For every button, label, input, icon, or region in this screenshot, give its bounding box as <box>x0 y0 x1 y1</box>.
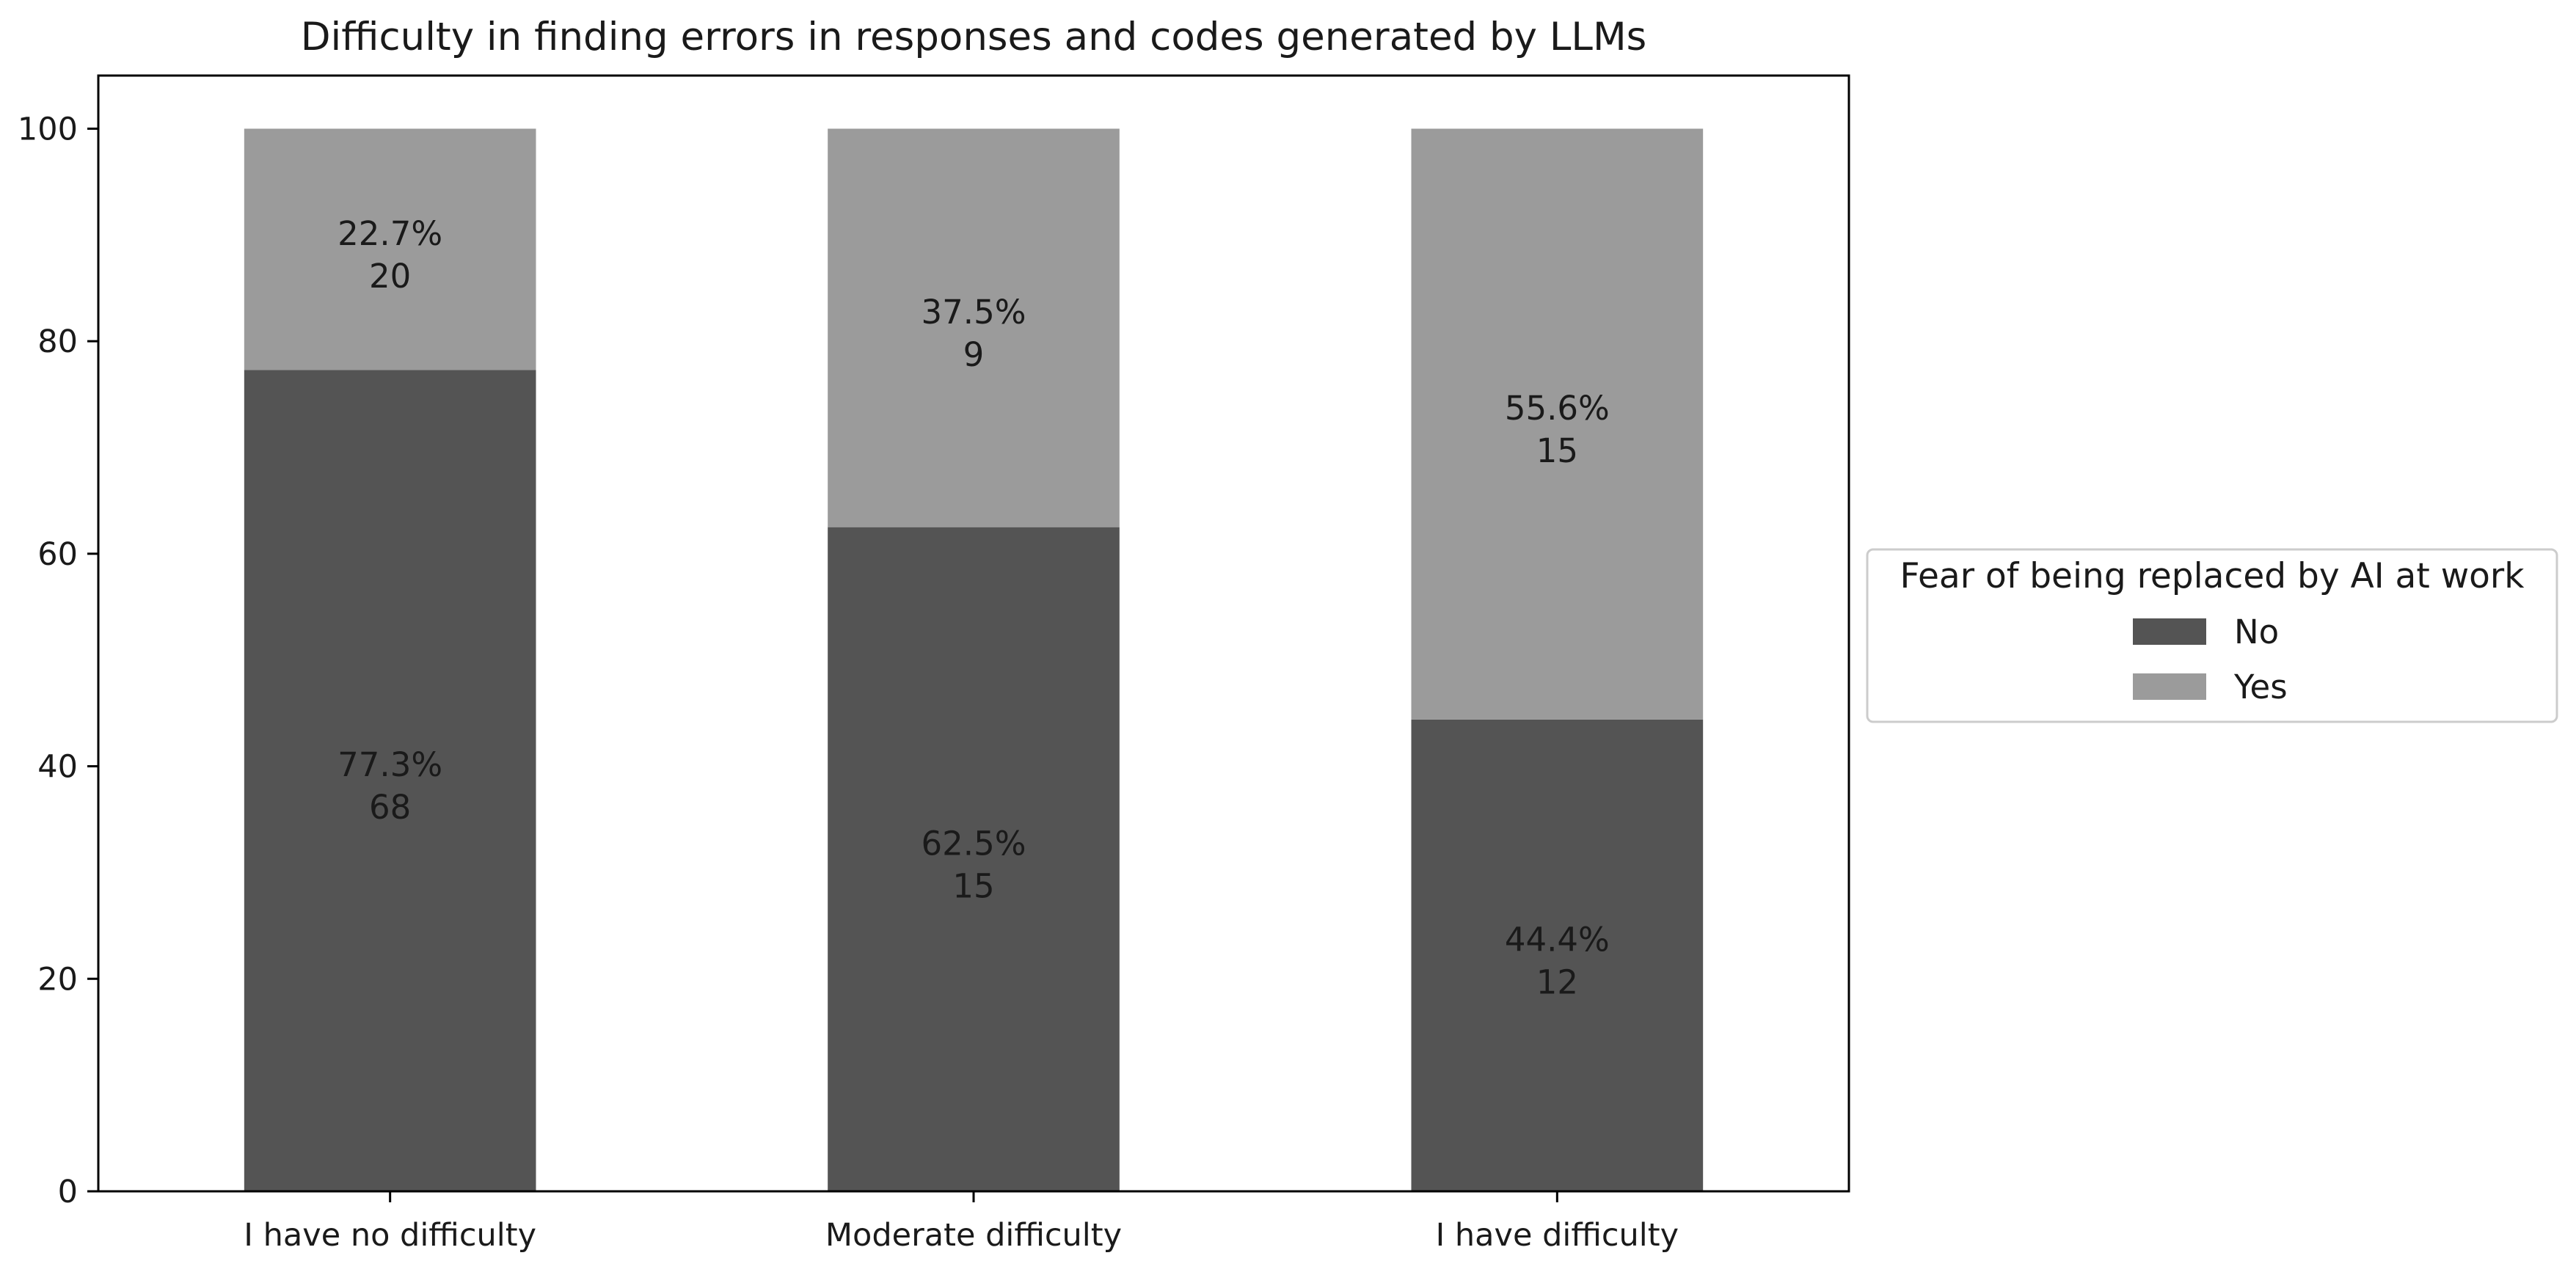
legend-title: Fear of being replaced by AI at work <box>1900 556 2525 596</box>
bar-percent-label: 55.6% <box>1505 389 1610 428</box>
y-tick-label: 100 <box>18 111 78 147</box>
x-tick-label: I have no difficulty <box>244 1217 536 1254</box>
y-tick-label: 40 <box>37 749 78 786</box>
bar-count-label: 15 <box>952 866 994 905</box>
bar-count-label: 68 <box>369 788 411 827</box>
bar-yes-2 <box>828 128 1120 527</box>
x-axis: I have no difficulty Moderate difficulty I… <box>244 1191 1679 1254</box>
bar-percent-label: 22.7% <box>337 214 442 253</box>
legend-items: No Yes <box>2133 613 2288 706</box>
plot-frame <box>97 74 1850 1193</box>
bar-percent-label: 44.4% <box>1505 920 1610 959</box>
y-tick-label: 20 <box>37 961 78 998</box>
bar-yes-1 <box>244 128 536 370</box>
bar-labels-group: 77.3%6822.7%2062.5%1537.5%944.4%1255.6%1… <box>337 214 1610 1002</box>
bar-percent-label: 37.5% <box>922 293 1026 332</box>
bar-count-label: 20 <box>369 257 411 296</box>
y-tick-label: 80 <box>37 324 78 360</box>
legend-label-yes: Yes <box>2233 668 2288 706</box>
legend-swatch-no <box>2133 618 2206 645</box>
bar-percent-label: 77.3% <box>337 745 442 784</box>
x-tick-label: Moderate difficulty <box>825 1217 1122 1254</box>
legend-box <box>1866 548 2558 723</box>
bar-count-label: 15 <box>1536 431 1578 470</box>
x-tick-label: I have difficulty <box>1436 1217 1679 1254</box>
y-axis: 0 20 40 60 80 100 <box>18 111 98 1210</box>
bar-count-label: 12 <box>1536 962 1578 1001</box>
y-tick-label: 60 <box>37 536 78 573</box>
y-tick-label: 0 <box>58 1174 78 1210</box>
chart-title: Difficulty in finding errors in response… <box>301 15 1647 59</box>
legend-swatch-yes <box>2133 673 2206 700</box>
legend-label-no: No <box>2234 613 2279 651</box>
bar-no-1 <box>244 370 536 1191</box>
bar-count-label: 9 <box>963 335 985 374</box>
bar-no-2 <box>828 527 1120 1191</box>
bar-yes-3 <box>1411 128 1704 720</box>
bars-group <box>244 128 1704 1191</box>
bar-no-3 <box>1411 719 1704 1191</box>
bar-percent-label: 62.5% <box>922 824 1026 863</box>
legend: Fear of being replaced by AI at work No Y… <box>1866 548 2558 723</box>
